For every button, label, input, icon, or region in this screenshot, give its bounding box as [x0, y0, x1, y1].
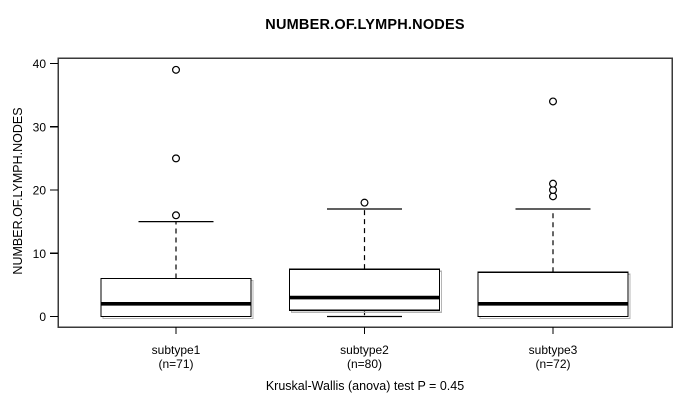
- y-axis-tick-label: 40: [33, 57, 47, 71]
- boxplot-box: [288, 268, 441, 311]
- y-axis-tick-label: 10: [33, 247, 47, 261]
- outlier-point: [548, 97, 557, 106]
- outlier-point: [360, 198, 369, 207]
- group-label: subtype2: [340, 343, 389, 357]
- chart-title: NUMBER.OF.LYMPH.NODES: [265, 17, 465, 33]
- outlier-point: [172, 211, 181, 220]
- boxplot-box: [100, 277, 252, 318]
- group-label: subtype3: [529, 343, 578, 357]
- boxplot-box: [477, 271, 629, 318]
- stat-test-caption: Kruskal-Wallis (anova) test P = 0.45: [265, 379, 465, 393]
- group-label: subtype1: [152, 343, 201, 357]
- outlier-point: [548, 179, 557, 188]
- group-count-label: (n=72): [535, 357, 570, 371]
- y-axis-tick-label: 20: [33, 184, 47, 198]
- group-count-label: (n=80): [347, 357, 382, 371]
- outlier-point: [172, 154, 181, 163]
- outlier-point: [172, 65, 181, 74]
- group-count-label: (n=71): [158, 357, 193, 371]
- y-axis-tick-label: 0: [39, 310, 46, 324]
- y-axis-tick-label: 30: [33, 120, 47, 134]
